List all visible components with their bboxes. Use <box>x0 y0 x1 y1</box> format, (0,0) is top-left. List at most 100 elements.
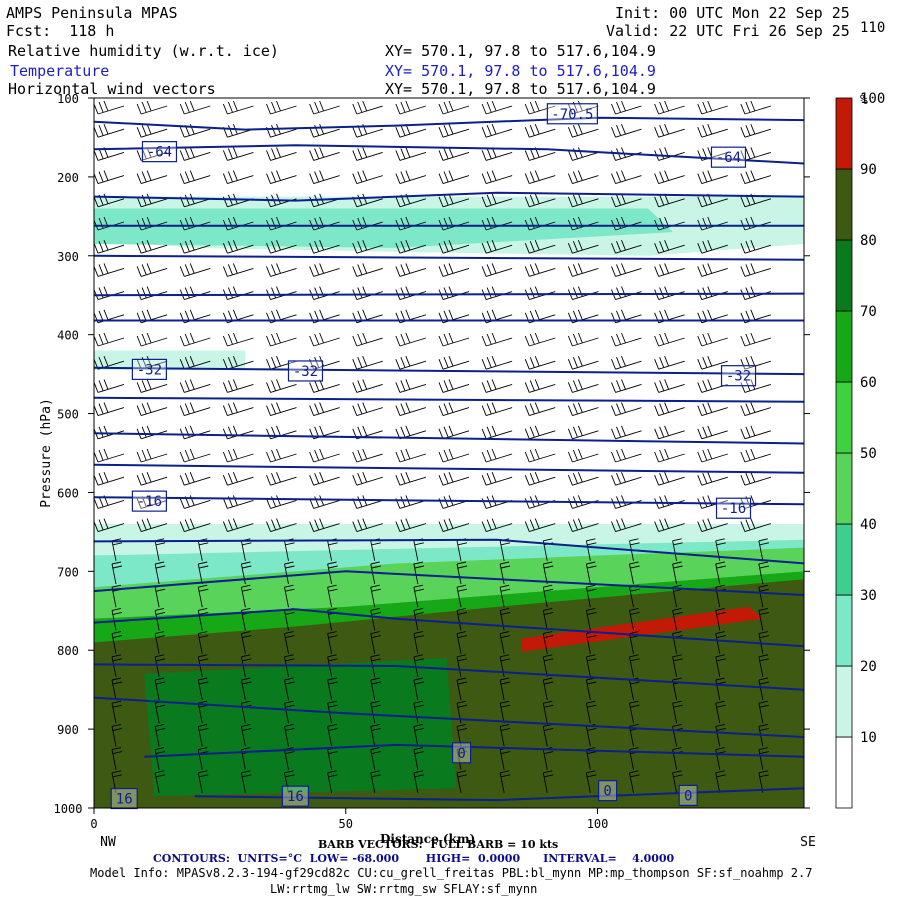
valid-time: Valid: 22 UTC Fri 26 Sep 25 <box>606 22 850 40</box>
colorbar-swatch <box>835 97 853 170</box>
wind-barb <box>697 518 728 533</box>
colorbar-tick-label: 30 <box>860 588 877 604</box>
wind-barb <box>715 561 726 585</box>
wind-barb <box>94 286 125 301</box>
wind-barb <box>481 263 513 277</box>
wind-barb <box>266 100 297 115</box>
wind-barb <box>266 170 297 185</box>
wind-barb <box>567 147 599 161</box>
temperature-contour-16 <box>94 696 804 738</box>
wind-barb <box>611 379 642 393</box>
contour-label: 16 <box>110 787 138 810</box>
wind-barb <box>481 170 513 185</box>
wind-barb <box>222 356 254 370</box>
x-end-label-nw: NW <box>100 835 116 850</box>
wind-barb <box>413 631 424 654</box>
wind-barb <box>327 584 338 608</box>
wind-barb <box>222 425 254 440</box>
wind-barb <box>266 263 297 277</box>
wind-barb <box>413 747 424 770</box>
wind-barb <box>266 332 297 347</box>
wind-barb <box>266 124 297 138</box>
wind-barb <box>370 607 381 631</box>
contour-label: 0 <box>598 780 618 802</box>
wind-barb <box>585 561 597 585</box>
wind-barb <box>240 584 252 608</box>
wind-barb <box>654 356 685 370</box>
wind-barb <box>611 240 642 254</box>
field-temp-name: Temperature <box>10 62 110 80</box>
colorbar-tick-label: 80 <box>860 233 877 249</box>
wind-barb <box>697 170 728 185</box>
wind-barb <box>327 561 338 585</box>
wind-barb <box>585 770 597 793</box>
wind-barb <box>154 770 166 793</box>
wind-barb <box>136 240 168 254</box>
wind-barb <box>740 425 772 440</box>
wind-barb <box>222 147 254 161</box>
wind-barb <box>154 631 166 654</box>
colorbar-tick-label: 110 <box>860 20 885 36</box>
wind-barb <box>740 240 772 254</box>
wind-barb <box>395 518 427 533</box>
wind-barb <box>222 100 254 115</box>
wind-barb <box>654 402 685 417</box>
temperature-contour-5 <box>94 292 804 297</box>
rh-region-2 <box>94 350 246 371</box>
wind-barb <box>179 402 211 417</box>
wind-barb <box>111 747 123 770</box>
wind-barb <box>111 723 123 747</box>
temperature-contour-10 <box>94 463 804 474</box>
wind-barb <box>111 561 123 585</box>
wind-barb <box>697 472 728 486</box>
colorbar-swatch <box>835 665 853 738</box>
wind-barb <box>266 379 297 393</box>
wind-barb <box>154 677 166 701</box>
wind-barb <box>567 356 599 370</box>
wind-barb <box>94 263 125 277</box>
wind-barb <box>456 607 468 631</box>
wind-barb <box>222 240 254 254</box>
wind-barb <box>542 631 554 654</box>
wind-barb <box>395 240 427 254</box>
colorbar-unit: % <box>860 93 868 108</box>
wind-barb <box>524 286 556 301</box>
wind-barb <box>481 332 513 347</box>
wind-barb <box>438 332 470 347</box>
contour-label: -64 <box>710 146 747 168</box>
wind-barb <box>179 332 211 347</box>
wind-barb <box>352 518 383 533</box>
wind-barb <box>740 518 772 533</box>
wind-barb <box>395 495 427 509</box>
colorbar-swatch <box>835 239 853 312</box>
wind-barb <box>266 147 297 161</box>
wind-barb <box>740 263 772 277</box>
wind-barb <box>585 700 597 724</box>
wind-barb <box>715 700 726 724</box>
wind-barb <box>524 170 556 185</box>
wind-barb <box>352 240 383 254</box>
wind-barb <box>197 654 209 677</box>
rh-region-8 <box>144 658 457 797</box>
wind-barb <box>524 147 556 161</box>
wind-barb <box>111 770 123 793</box>
wind-barb <box>542 654 554 677</box>
wind-barb <box>309 147 340 161</box>
wind-barb <box>481 472 513 486</box>
wind-barb <box>309 332 340 347</box>
wind-barb <box>197 631 209 654</box>
x-axis-label: Distance (km) <box>380 832 476 846</box>
wind-barb <box>697 402 728 417</box>
temperature-contour-2 <box>94 191 804 202</box>
wind-barb <box>740 448 772 463</box>
wind-barb <box>395 356 427 370</box>
wind-barb <box>352 170 383 185</box>
wind-barb <box>740 402 772 417</box>
wind-barb <box>654 472 685 486</box>
wind-barb <box>524 263 556 277</box>
wind-barb <box>222 286 254 301</box>
wind-barb <box>481 448 513 463</box>
contour-label: 16 <box>281 785 310 807</box>
wind-barb <box>611 332 642 347</box>
wind-barb <box>740 170 772 185</box>
